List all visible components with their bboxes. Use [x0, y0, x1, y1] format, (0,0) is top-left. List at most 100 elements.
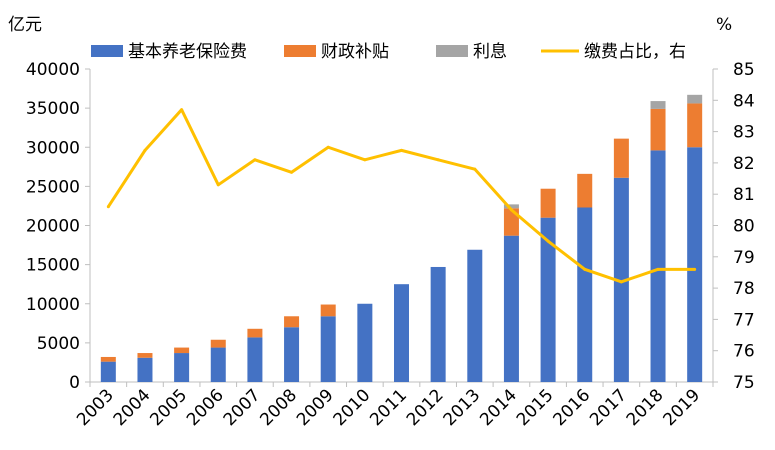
left-axis-unit-label: 亿元 [8, 15, 42, 35]
bar-segment [577, 207, 593, 382]
bar-segment [357, 303, 373, 382]
bar-segment [430, 266, 446, 382]
x-axis-tick-label: 2012 [403, 385, 448, 430]
bar-segment [174, 347, 190, 354]
bar-segment [137, 357, 153, 382]
bar-segment [210, 339, 226, 348]
x-axis-tick-label: 2016 [550, 385, 595, 430]
right-axis-tick-label: 81 [733, 185, 755, 205]
bar-segment [540, 188, 556, 218]
left-axis-tick-label: 40000 [26, 60, 80, 80]
series-line [107, 108, 695, 284]
bar-segment [503, 204, 519, 209]
x-axis-tick-label: 2009 [293, 385, 338, 430]
bar-segment [503, 235, 519, 382]
bar-segment [247, 337, 263, 382]
bars-layer [100, 94, 703, 382]
x-axis-tick-label: 2013 [440, 385, 485, 430]
x-axis-tick-label: 2011 [366, 385, 411, 430]
legend-swatch [436, 45, 468, 57]
x-axis-tick-label: 2017 [586, 385, 631, 430]
right-axis-tick-label: 83 [733, 123, 755, 143]
bar-segment [284, 327, 300, 382]
right-axis-tick-label: 80 [733, 217, 755, 237]
legend-swatch [91, 45, 123, 57]
x-axis-tick-label: 2008 [256, 385, 301, 430]
right-axis-unit-label: % [716, 15, 732, 35]
bar-segment [503, 208, 519, 236]
line-point [290, 170, 294, 174]
left-axis-tick-label: 15000 [26, 256, 80, 276]
left-axis-tick-label: 20000 [26, 217, 80, 237]
bar-segment [247, 328, 263, 338]
line-point [546, 239, 550, 243]
bar-segment [577, 173, 593, 208]
line-point [656, 267, 660, 271]
line-point [509, 208, 513, 212]
line-point [619, 280, 623, 284]
legend: 基本养老保险费 财政补贴 利息 缴费占比，右 [91, 42, 686, 62]
left-axis-tick-label: 0 [69, 373, 80, 393]
x-axis-tick-label: 2004 [110, 385, 155, 430]
axes-layer: 0 5000 10000 15000 20000 25000 30000 35000 40000… [26, 60, 755, 430]
legend-label: 利息 [473, 42, 507, 62]
line-point [693, 267, 697, 271]
right-axis-tick-label: 77 [733, 310, 755, 330]
right-axis-tick-label: 79 [733, 248, 755, 268]
line-point [583, 267, 587, 271]
line-point [326, 145, 330, 149]
x-axis-tick-label: 2015 [513, 385, 558, 430]
left-axis-tick-label: 30000 [26, 138, 80, 158]
bar-segment [540, 217, 556, 382]
bar-segment [320, 316, 336, 382]
bar-segment [320, 304, 336, 317]
line-point [143, 148, 147, 152]
x-axis-tick-label: 2019 [659, 385, 704, 430]
bar-segment [100, 361, 116, 382]
right-axis-tick-label: 75 [733, 373, 755, 393]
bar-segment [284, 316, 300, 328]
legend-swatch [284, 45, 316, 57]
line-point [216, 183, 220, 187]
bar-segment [687, 103, 703, 148]
line-layer [106, 108, 697, 284]
line-point [473, 167, 477, 171]
x-axis-tick-label: 2010 [330, 385, 375, 430]
line-point [436, 158, 440, 162]
x-axis-tick-label: 2005 [146, 385, 191, 430]
bar-segment [650, 108, 666, 151]
legend-label: 基本养老保险费 [128, 42, 247, 62]
left-axis-tick-label: 25000 [26, 177, 80, 197]
left-axis-tick-label: 35000 [26, 99, 80, 119]
left-axis-tick-label: 5000 [37, 334, 80, 354]
bar-segment [650, 150, 666, 382]
bar-segment [613, 138, 629, 178]
line-point [180, 108, 184, 112]
right-axis-tick-label: 78 [733, 279, 755, 299]
bar-segment [174, 353, 190, 382]
bar-segment [210, 347, 226, 382]
right-axis-tick-label: 76 [733, 342, 755, 362]
bar-segment [137, 353, 153, 358]
left-axis-tick-label: 10000 [26, 295, 80, 315]
bar-segment [613, 177, 629, 382]
bar-segment [687, 94, 703, 104]
x-axis-tick-label: 2006 [183, 385, 228, 430]
x-axis-tick-label: 2014 [476, 385, 521, 430]
x-axis-tick-label: 2007 [220, 385, 265, 430]
legend-label: 缴费占比，右 [584, 42, 686, 62]
bar-segment [687, 147, 703, 382]
right-axis-tick-label: 82 [733, 154, 755, 174]
line-point [400, 148, 403, 152]
right-axis-tick-label: 85 [733, 60, 755, 80]
line-point [363, 158, 367, 162]
bar-segment [467, 249, 483, 382]
legend-label: 财政补贴 [321, 42, 389, 62]
line-point [106, 205, 110, 209]
bar-segment [100, 356, 116, 362]
bar-segment [650, 101, 666, 109]
line-point [253, 158, 257, 162]
right-axis-tick-label: 84 [733, 91, 755, 111]
